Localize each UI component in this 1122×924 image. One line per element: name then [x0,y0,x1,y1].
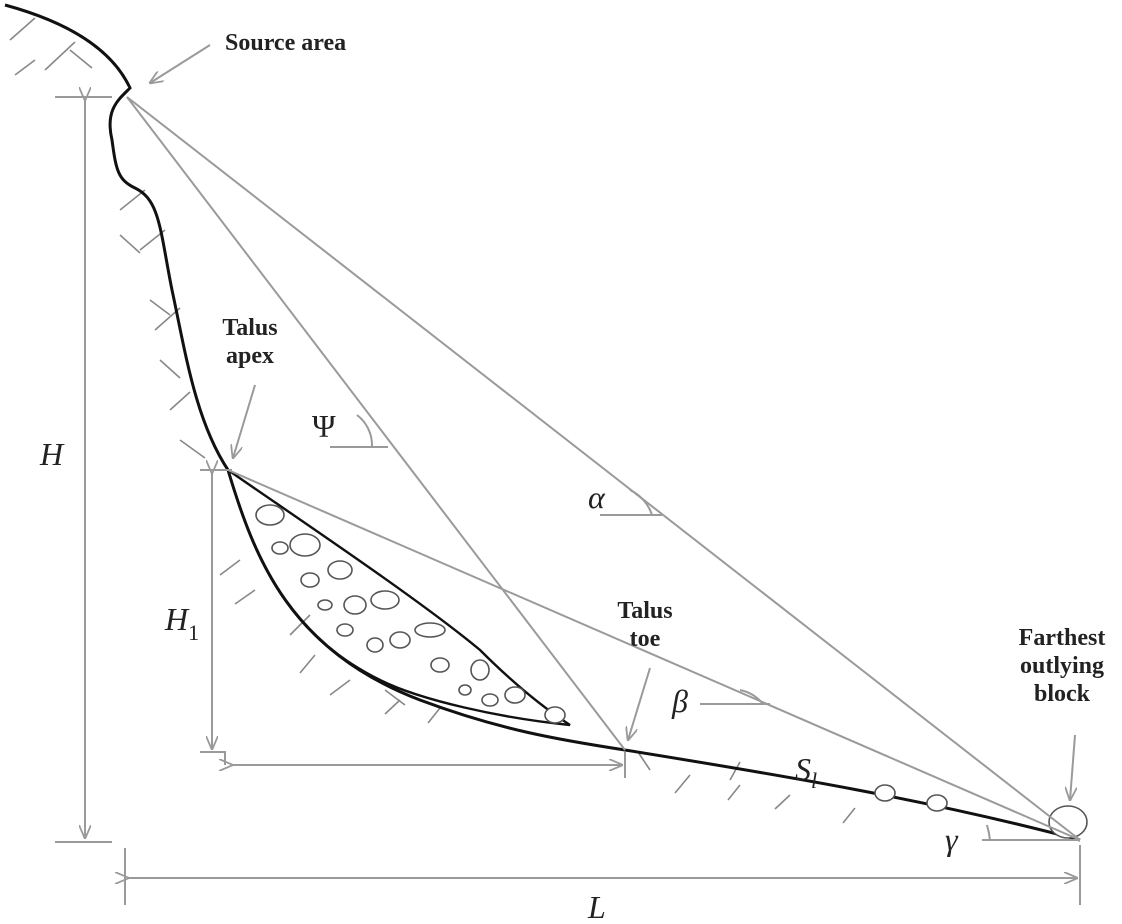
dimension-lines [55,97,1081,905]
construction-lines [126,96,1081,841]
symbol: Ψ [312,408,336,444]
symbol: H [39,436,65,472]
label: Farthest outlying block [1019,625,1106,707]
symbol: Sl [795,751,817,793]
talus-deposit [226,469,571,727]
slope-profile [4,3,1081,842]
symbol: α [588,479,606,515]
symbol: L [587,889,606,924]
hatching [9,17,856,824]
symbol: β [671,683,688,719]
symbol: γ [945,821,959,857]
label: Talus toe [617,598,672,652]
clasts [255,504,1088,839]
label-arrows [150,44,1075,800]
label: Source area [225,30,346,56]
symbol: H1 [164,601,199,645]
label: Talus apex [222,315,277,369]
